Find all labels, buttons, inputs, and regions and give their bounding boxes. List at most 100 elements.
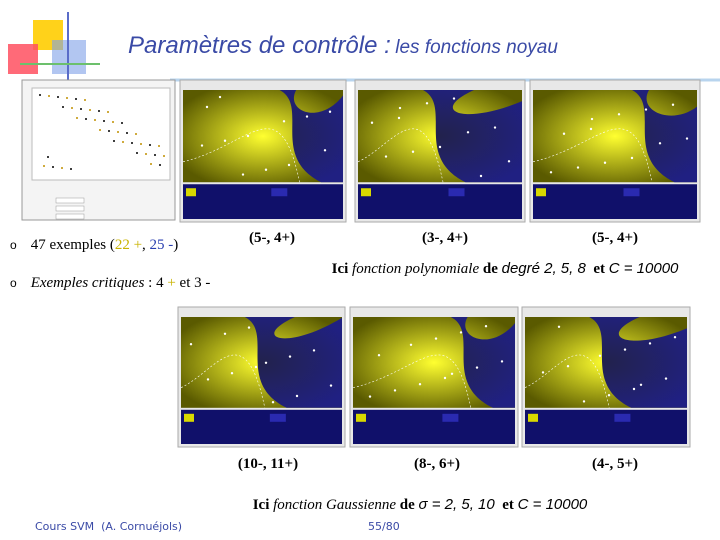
point: [323, 149, 327, 152]
point: [76, 117, 78, 119]
point: [329, 384, 333, 387]
legend-swatch: [361, 188, 371, 197]
bullet-marker: o: [10, 276, 17, 290]
legend-swatch: [614, 413, 631, 422]
text: 47 exemples (: [30, 237, 115, 253]
point: [397, 116, 401, 120]
point: [113, 140, 115, 142]
text: ,: [142, 237, 150, 253]
input-field: [55, 197, 85, 204]
point: [393, 389, 397, 392]
point: [664, 377, 668, 380]
legend-strip: [525, 409, 687, 444]
point: [99, 129, 101, 131]
point: [384, 155, 388, 158]
point: [377, 354, 381, 357]
point: [230, 372, 234, 375]
point: [673, 336, 677, 339]
class-region: [353, 317, 515, 408]
point: [57, 96, 59, 98]
point: [632, 387, 636, 391]
boundary: [524, 354, 610, 408]
point: [398, 106, 402, 110]
legend-strip: [533, 184, 697, 219]
point: [62, 106, 64, 108]
class-region: [533, 90, 697, 183]
point: [282, 120, 286, 123]
caption: (4-, 5+): [591, 456, 639, 472]
point: [589, 127, 593, 131]
text: fonction polynomiale: [352, 261, 480, 277]
point: [159, 164, 161, 166]
text: +: [167, 275, 176, 291]
point: [205, 105, 209, 109]
note: Ici fonction polynomiale de degré 2, 5, …: [332, 260, 679, 278]
caption: (8-, 6+): [413, 456, 461, 472]
point: [39, 94, 41, 96]
point: [80, 108, 82, 110]
point: [103, 120, 105, 122]
point: [582, 400, 586, 403]
point: [241, 173, 245, 176]
point: [685, 137, 689, 140]
point: [271, 401, 275, 404]
point: [84, 99, 86, 101]
point: [135, 133, 137, 135]
point: [66, 97, 68, 99]
caption: (3-, 4+): [421, 230, 469, 246]
point: [623, 348, 627, 351]
point: [254, 365, 258, 369]
point: [484, 325, 488, 328]
point: [411, 150, 415, 153]
text: C = 10000: [608, 260, 679, 277]
title-sub: les fonctions noyau: [395, 37, 558, 58]
point: [85, 118, 87, 120]
text: et: [494, 497, 518, 513]
point: [409, 343, 413, 346]
legend-strip: [358, 184, 522, 219]
footer-course: Cours SVM (A. Cornuéjols): [35, 520, 183, 533]
legend-swatch: [269, 413, 286, 422]
point: [136, 152, 138, 154]
point: [493, 126, 497, 129]
point: [576, 166, 580, 169]
bullet: o Exemples critiques : 4 + et 3 -: [10, 275, 210, 292]
point: [566, 365, 570, 368]
text: σ = 2, 5, 10: [418, 496, 495, 513]
point: [452, 97, 456, 100]
point: [71, 107, 73, 109]
class-region: [183, 90, 343, 183]
boundary: [352, 354, 472, 408]
caption: (10-, 11+): [237, 456, 299, 472]
point: [150, 163, 152, 165]
plot-area: [31, 87, 171, 181]
point: [264, 361, 268, 364]
boundary: [182, 128, 300, 183]
point: [328, 110, 332, 113]
boundary: [180, 354, 266, 408]
point: [189, 343, 193, 346]
legend-swatch: [271, 188, 288, 197]
point: [131, 142, 133, 144]
input-field: [55, 213, 85, 220]
point: [425, 102, 429, 105]
input-field: [55, 205, 85, 212]
point: [500, 360, 504, 363]
text: Exemples critiques: [30, 275, 145, 291]
point: [43, 165, 45, 167]
legend-swatch: [186, 188, 196, 197]
point: [98, 110, 100, 112]
text: Ici: [252, 497, 274, 513]
legend-swatch: [184, 413, 194, 422]
point: [61, 167, 63, 169]
text: de: [396, 497, 419, 513]
point: [459, 331, 463, 334]
point: [121, 122, 123, 124]
point: [541, 371, 545, 374]
point: [370, 121, 374, 124]
point: [617, 113, 621, 116]
screenshots: [21, 79, 701, 448]
point: [598, 354, 602, 357]
point: [368, 395, 372, 398]
